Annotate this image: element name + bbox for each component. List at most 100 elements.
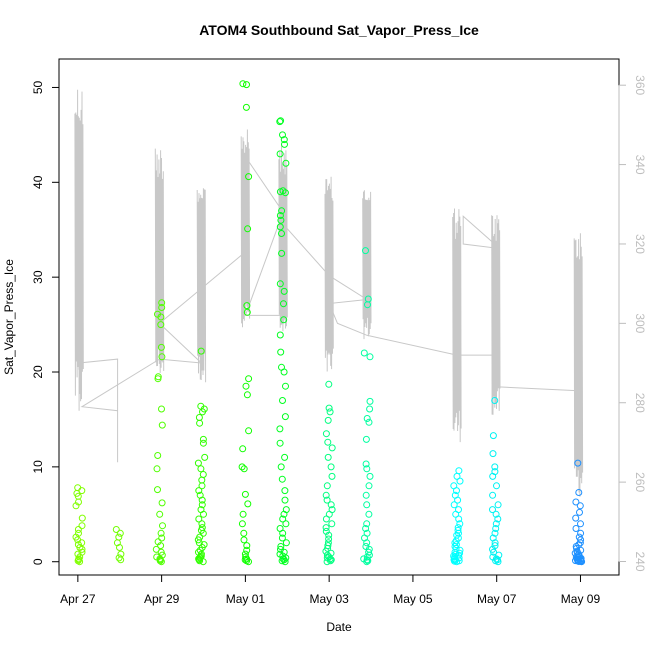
data-point bbox=[158, 299, 166, 307]
data-point bbox=[489, 432, 497, 440]
y2-tick-label: 280 bbox=[633, 393, 647, 413]
data-point bbox=[366, 353, 374, 361]
data-point bbox=[493, 482, 500, 490]
y-axis: 0 10 20 30 40 50 bbox=[31, 80, 60, 565]
x-axis: Apr 27 Apr 29 May 01 May 03 May 05 May 07 May … bbox=[60, 574, 600, 606]
data-point bbox=[197, 506, 205, 514]
data-point bbox=[276, 223, 284, 231]
data-point bbox=[326, 408, 334, 416]
data-point bbox=[360, 349, 368, 357]
y2-axis: 240 260 280 300 320 340 360 bbox=[618, 75, 647, 572]
data-point bbox=[157, 343, 165, 351]
data-point bbox=[238, 463, 246, 471]
data-point bbox=[489, 506, 496, 514]
data-point bbox=[452, 541, 460, 549]
y2-tick-label: 320 bbox=[633, 234, 647, 254]
data-point bbox=[362, 435, 370, 443]
data-point bbox=[197, 526, 205, 534]
data-point bbox=[328, 444, 336, 452]
data-point bbox=[240, 536, 248, 544]
data-point bbox=[281, 413, 289, 421]
data-point bbox=[366, 472, 374, 480]
data-point bbox=[75, 529, 82, 537]
data-point bbox=[157, 529, 165, 537]
temperature-spike-group bbox=[452, 208, 462, 443]
data-point bbox=[158, 421, 166, 429]
data-point bbox=[277, 117, 285, 125]
data-point bbox=[158, 405, 165, 413]
data-point bbox=[366, 397, 374, 405]
data-point bbox=[362, 491, 370, 499]
temperature-spike-group bbox=[324, 176, 334, 372]
data-point bbox=[362, 247, 369, 255]
data-point bbox=[494, 501, 502, 509]
data-point bbox=[322, 524, 330, 532]
data-point bbox=[454, 526, 462, 534]
data-point bbox=[363, 553, 371, 561]
data-point bbox=[276, 150, 284, 158]
data-point bbox=[366, 405, 374, 413]
data-point bbox=[363, 501, 371, 509]
x-tick-label: May 01 bbox=[226, 592, 266, 606]
data-point bbox=[491, 542, 499, 550]
data-point bbox=[575, 541, 583, 549]
y-tick-label: 50 bbox=[31, 80, 45, 94]
data-point bbox=[280, 556, 288, 564]
data-point bbox=[74, 484, 82, 492]
data-point bbox=[491, 539, 499, 547]
data-point bbox=[450, 482, 458, 490]
data-point bbox=[489, 553, 497, 561]
data-point bbox=[241, 490, 249, 498]
data-point bbox=[278, 249, 286, 257]
data-point bbox=[279, 131, 286, 139]
y-tick-label: 20 bbox=[31, 365, 45, 379]
data-point bbox=[324, 438, 332, 446]
data-point bbox=[194, 459, 202, 467]
data-point bbox=[153, 465, 161, 473]
data-point bbox=[244, 500, 252, 508]
data-point bbox=[322, 527, 330, 535]
data-point bbox=[453, 531, 461, 539]
temperature-spike-group bbox=[74, 89, 84, 402]
data-point bbox=[280, 300, 287, 308]
data-point bbox=[323, 496, 331, 504]
data-point bbox=[365, 418, 373, 426]
data-point bbox=[154, 373, 162, 381]
data-point bbox=[116, 529, 124, 537]
data-point bbox=[279, 515, 287, 523]
data-point bbox=[328, 506, 336, 514]
data-point bbox=[489, 534, 497, 542]
data-point bbox=[491, 463, 499, 471]
data-point bbox=[491, 397, 499, 404]
data-point bbox=[199, 471, 207, 478]
y-tick-label: 30 bbox=[31, 270, 45, 284]
data-point bbox=[281, 453, 289, 461]
data-point bbox=[576, 502, 584, 510]
data-point bbox=[325, 535, 333, 543]
data-point bbox=[197, 465, 205, 473]
data-point bbox=[282, 539, 290, 547]
data-point bbox=[325, 380, 333, 388]
data-point bbox=[74, 541, 82, 549]
data-point bbox=[363, 415, 371, 422]
data-point bbox=[157, 321, 165, 329]
data-point bbox=[281, 496, 289, 504]
y-tick-label: 0 bbox=[31, 558, 45, 565]
data-point bbox=[158, 304, 166, 311]
x-axis-label: Date bbox=[326, 620, 352, 634]
data-point bbox=[198, 482, 206, 490]
data-point bbox=[281, 140, 288, 148]
data-point bbox=[278, 207, 286, 215]
data-point bbox=[278, 475, 286, 483]
secondary-series bbox=[74, 89, 584, 497]
data-point bbox=[492, 525, 500, 532]
data-point bbox=[282, 506, 290, 514]
data-point bbox=[363, 520, 371, 528]
data-point bbox=[363, 529, 371, 537]
data-point bbox=[282, 520, 290, 528]
data-point bbox=[196, 533, 204, 541]
data-point bbox=[364, 295, 372, 303]
data-point bbox=[241, 550, 249, 558]
data-point bbox=[276, 280, 284, 288]
